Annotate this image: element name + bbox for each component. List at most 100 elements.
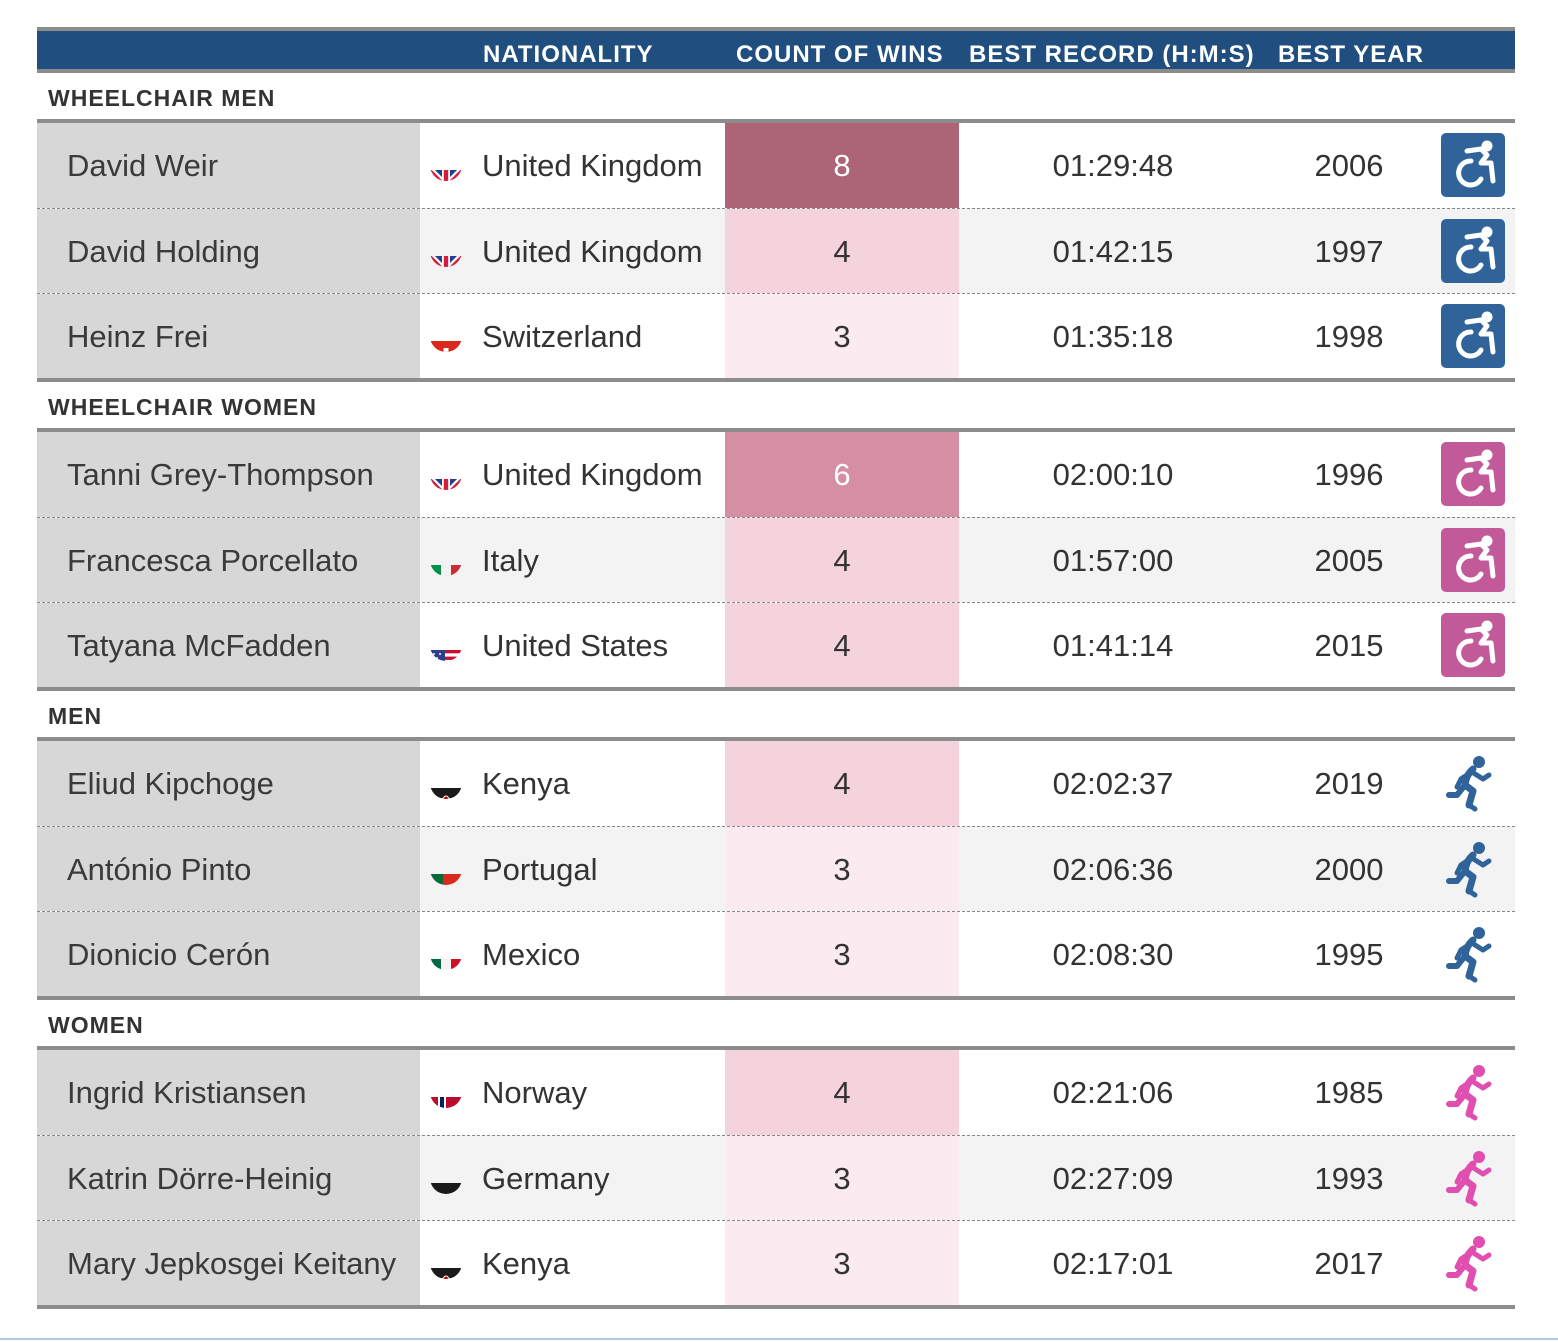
table-row[interactable]: Dionicio Cerón Mexico 3 02:08:30 1995 [37,911,1515,996]
header-nationality[interactable]: NATIONALITY [483,41,654,68]
nationality-cell: Kenya [420,741,725,826]
nationality-cell: Mexico [420,912,725,996]
nationality-text: United Kingdom [482,457,703,492]
athlete-name: Mary Jepkosgei Keitany [37,1221,420,1305]
category-icon-cell [1431,827,1515,911]
table-row[interactable]: David Weir United Kingdom 8 01:29:48 2006 [37,123,1515,208]
athlete-name: Dionicio Cerón [37,912,420,996]
best-record: 01:29:48 [1052,148,1174,183]
athlete-name: David Weir [37,123,420,208]
flag-ke-icon [430,767,462,799]
table-row[interactable]: Mary Jepkosgei Keitany Kenya 3 02:17:01 2017 [37,1220,1515,1305]
best-record: 02:08:30 [1052,937,1174,972]
nationality-cell: United Kingdom [420,123,725,208]
group-label: WHEELCHAIR WOMEN [37,382,1515,432]
flag-pt-icon [430,853,462,885]
wheelchair-icon [1441,219,1505,283]
category-icon-cell [1431,1136,1515,1220]
best-year: 1996 [1314,457,1384,492]
group-label: MEN [37,691,1515,741]
category-icon-cell [1431,123,1515,208]
count-of-wins: 3 [725,912,959,996]
best-year: 2005 [1314,543,1384,578]
count-of-wins: 3 [725,827,959,911]
nationality-text: Italy [482,543,539,578]
nationality-cell: Portugal [420,827,725,911]
wheelchair-icon [1441,442,1505,506]
athlete-name: Tanni Grey-Thompson [37,432,420,517]
flag-uk-icon [430,149,462,181]
count-of-wins: 4 [725,741,959,826]
nationality-text: Kenya [482,1246,570,1281]
table-row[interactable]: David Holding United Kingdom 4 01:42:15 1997 [37,208,1515,293]
count-of-wins: 4 [725,1050,959,1135]
flag-it-icon [430,544,462,576]
best-year: 1997 [1314,234,1384,269]
athlete-name: Katrin Dörre-Heinig [37,1136,420,1220]
flag-mx-icon [430,938,462,970]
runner-icon [1443,1235,1501,1293]
athlete-name: Ingrid Kristiansen [37,1050,420,1135]
best-year: 2006 [1314,148,1384,183]
table-row[interactable]: Heinz Frei Switzerland 3 01:35:18 1998 [37,293,1515,378]
best-year: 1995 [1314,937,1384,972]
flag-uk-icon [430,458,462,490]
nationality-text: Germany [482,1161,610,1196]
flag-ch-icon [430,320,462,352]
group-rows: David Weir United Kingdom 8 01:29:48 2006 Dav… [37,123,1515,382]
category-icon-cell [1431,294,1515,378]
count-of-wins: 4 [725,603,959,687]
table-row[interactable]: Tanni Grey-Thompson United Kingdom 6 02:00:… [37,432,1515,517]
runner-icon [1443,841,1501,899]
nationality-cell: United States [420,603,725,687]
runner-icon [1443,755,1501,813]
winners-table: NATIONALITY COUNT OF WINS BEST RECORD (H… [37,27,1515,1309]
header-best-record[interactable]: BEST RECORD (H:M:S) [969,41,1255,68]
count-of-wins: 4 [725,518,959,602]
athlete-name: António Pinto [37,827,420,911]
group-label: WHEELCHAIR MEN [37,73,1515,123]
nationality-cell: United Kingdom [420,209,725,293]
table-row[interactable]: Tatyana McFadden United States 4 01:41:14 20… [37,602,1515,687]
count-of-wins: 6 [725,432,959,517]
nationality-cell: Italy [420,518,725,602]
best-year: 2019 [1314,766,1384,801]
athlete-name: Tatyana McFadden [37,603,420,687]
category-icon-cell [1431,518,1515,602]
group-label: WOMEN [37,1000,1515,1050]
table-row[interactable]: Francesca Porcellato Italy 4 01:57:00 2005 [37,517,1515,602]
wheelchair-icon [1441,133,1505,197]
group-rows: Eliud Kipchoge Kenya 4 02:02:37 2019 António … [37,741,1515,1000]
header-count-of-wins[interactable]: COUNT OF WINS [736,41,944,68]
nationality-text: Switzerland [482,319,643,354]
flag-ke-icon [430,1247,462,1279]
best-year: 2017 [1314,1246,1384,1281]
table-row[interactable]: Ingrid Kristiansen Norway 4 02:21:06 1985 [37,1050,1515,1135]
best-record: 02:06:36 [1052,852,1174,887]
nationality-cell: United Kingdom [420,432,725,517]
best-record: 01:41:14 [1052,628,1174,663]
best-record: 02:17:01 [1052,1246,1174,1281]
best-record: 01:35:18 [1052,319,1174,354]
runner-icon [1443,926,1501,984]
count-of-wins: 3 [725,1136,959,1220]
best-year: 1985 [1314,1075,1384,1110]
flag-de-icon [430,1162,462,1194]
count-of-wins: 8 [725,123,959,208]
athlete-name: Heinz Frei [37,294,420,378]
category-icon-cell [1431,1050,1515,1135]
athlete-name: David Holding [37,209,420,293]
table-row[interactable]: Eliud Kipchoge Kenya 4 02:02:37 2019 [37,741,1515,826]
table-row[interactable]: António Pinto Portugal 3 02:06:36 2000 [37,826,1515,911]
best-year: 2015 [1314,628,1384,663]
category-icon-cell [1431,603,1515,687]
header-best-year[interactable]: BEST YEAR [1278,41,1424,68]
nationality-text: Kenya [482,766,570,801]
category-icon-cell [1431,912,1515,996]
category-icon-cell [1431,741,1515,826]
best-record: 01:57:00 [1052,543,1174,578]
runner-icon [1443,1150,1501,1208]
table-row[interactable]: Katrin Dörre-Heinig Germany 3 02:27:09 1993 [37,1135,1515,1220]
count-of-wins: 3 [725,294,959,378]
flag-us-icon [430,629,462,661]
